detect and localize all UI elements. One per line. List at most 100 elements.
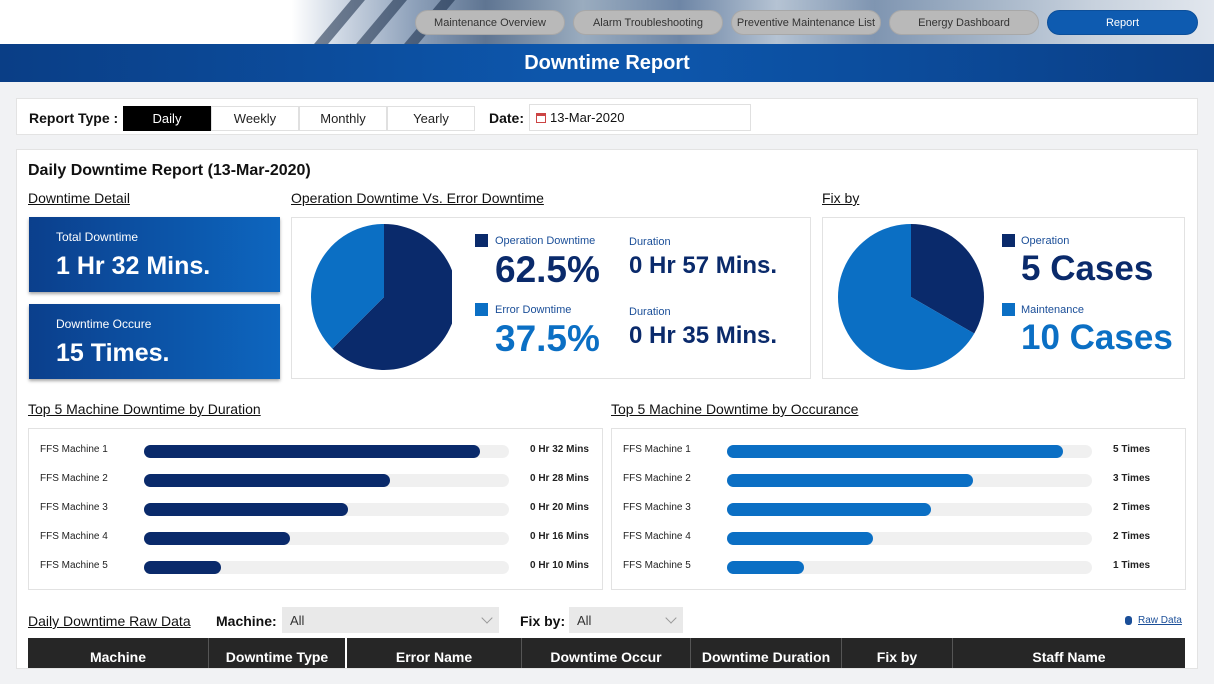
bar-category-label: FFS Machine 4 [40,531,108,542]
downtime-occur-label: Downtime Occure [56,317,152,331]
op-vs-error-pie-chart [311,224,452,370]
bar[interactable] [727,445,1063,458]
fix-by-title: Fix by [822,190,860,206]
machine-filter-label: Machine: [216,613,277,629]
report-type-weekly[interactable]: Weekly [211,106,299,131]
date-value: 13-Mar-2020 [550,110,625,125]
fix-maintenance-label: Maintenance [1021,304,1084,316]
bar-value-label: 3 Times [1113,473,1151,484]
database-icon [1125,616,1132,625]
operation-downtime-swatch [475,234,488,247]
nav-energy-dashboard[interactable]: Energy Dashboard [889,10,1039,35]
pie-slice-error-downtime[interactable] [311,224,384,349]
bar-value-label: 0 Hr 32 Mins [530,444,589,455]
nav-maintenance-overview[interactable]: Maintenance Overview [415,10,565,35]
bar-row: FFS Machine 4 0 Hr 16 Mins [40,531,590,545]
raw-data-table-header: Machine Downtime Type Error Name Downtim… [28,638,1185,668]
bar-value-label: 0 Hr 16 Mins [530,531,589,542]
bar-category-label: FFS Machine 2 [623,473,691,484]
top-nav-bar: Maintenance Overview Alarm Troubleshooti… [0,0,1214,44]
bar-row: FFS Machine 4 2 Times [623,531,1173,545]
bar-category-label: FFS Machine 5 [623,560,691,571]
bar[interactable] [727,503,932,516]
operation-duration-value: 0 Hr 57 Mins. [629,252,778,279]
top-duration-title: Top 5 Machine Downtime by Duration [28,401,261,417]
report-type-yearly[interactable]: Yearly [387,106,475,131]
bar-row: FFS Machine 1 0 Hr 32 Mins [40,444,590,458]
bar-value-label: 0 Hr 20 Mins [530,502,589,513]
total-downtime-label: Total Downtime [56,230,139,244]
bar-row: FFS Machine 5 0 Hr 10 Mins [40,560,590,574]
bar-value-label: 5 Times [1113,444,1151,455]
bar-track [727,445,1092,458]
error-downtime-percent: 37.5% [495,318,600,359]
error-downtime-swatch [475,303,488,316]
total-downtime-card: Total Downtime 1 Hr 32 Mins. [29,217,280,292]
fix-by-card: Operation 5 Cases Maintenance 10 Cases [822,217,1185,379]
machine-filter-select[interactable]: All [282,607,499,633]
top-occurance-title: Top 5 Machine Downtime by Occurance [611,401,859,417]
pie-slice-operation[interactable] [911,224,984,334]
report-heading: Daily Downtime Report (13-Mar-2020) [28,162,311,179]
bar-row: FFS Machine 2 0 Hr 28 Mins [40,473,590,487]
fix-maintenance-swatch [1002,303,1015,316]
bar-value-label: 1 Times [1113,560,1151,571]
column-header-staff-name[interactable]: Staff Name [1032,649,1106,665]
bar[interactable] [144,532,290,545]
calendar-icon [536,112,546,123]
error-duration-value: 0 Hr 35 Mins. [629,322,778,349]
bar-value-label: 2 Times [1113,502,1151,513]
bar[interactable] [727,474,974,487]
bar-track [727,474,1092,487]
top-occurance-chart: FFS Machine 1 5 Times FFS Machine 2 3 Times… [611,428,1186,590]
date-label: Date: [489,110,525,126]
bar-row: FFS Machine 5 1 Times [623,560,1173,574]
column-header-fix-by[interactable]: Fix by [842,638,953,668]
bar[interactable] [727,561,804,574]
column-header-downtime-occur[interactable]: Downtime Occur [522,638,691,668]
bar-category-label: FFS Machine 4 [623,531,691,542]
total-downtime-value: 1 Hr 32 Mins. [56,252,211,280]
bar-track [727,561,1092,574]
report-type-daily[interactable]: Daily [123,106,211,131]
column-header-error-name[interactable]: Error Name [345,638,522,668]
column-header-machine[interactable]: Machine [28,638,209,668]
bar[interactable] [144,474,391,487]
pie-slice-maintenance[interactable] [838,224,975,370]
bar-track [144,474,509,487]
nav-report[interactable]: Report [1047,10,1198,35]
fix-by-filter-select[interactable]: All [569,607,683,633]
fix-by-filter-value: All [577,612,592,628]
chevron-down-icon [665,612,677,624]
operation-duration-label: Duration [629,236,671,248]
error-duration-label: Duration [629,306,671,318]
pie-slice-operation-downtime[interactable] [332,224,452,370]
bar-value-label: 0 Hr 28 Mins [530,473,589,484]
operation-downtime-label: Operation Downtime [495,235,596,247]
column-header-downtime-duration[interactable]: Downtime Duration [691,638,842,668]
column-header-downtime-type[interactable]: Downtime Type [209,638,345,668]
report-filter-bar: Report Type : Daily Weekly Monthly Yearl… [16,98,1198,135]
bar-value-label: 2 Times [1113,531,1151,542]
bar-track [727,503,1092,516]
fix-operation-value: 5 Cases [1021,249,1154,288]
downtime-occur-card: Downtime Occure 15 Times. [29,304,280,379]
bar[interactable] [144,445,480,458]
raw-data-link-label: Raw Data [1138,615,1182,626]
bar-row: FFS Machine 3 0 Hr 20 Mins [40,502,590,516]
fix-operation-label: Operation [1021,235,1070,247]
nav-preventive-maintenance-list[interactable]: Preventive Maintenance List [731,10,881,35]
nav-alarm-troubleshooting[interactable]: Alarm Troubleshooting [573,10,723,35]
report-type-label: Report Type : [29,110,119,126]
bar[interactable] [727,532,873,545]
bar-track [727,532,1092,545]
date-picker[interactable]: 13-Mar-2020 [529,104,751,131]
report-type-monthly[interactable]: Monthly [299,106,387,131]
bar[interactable] [144,561,221,574]
bar[interactable] [144,503,349,516]
raw-data-link[interactable]: Raw Data [1125,615,1182,626]
bar-category-label: FFS Machine 3 [40,502,108,513]
bar-category-label: FFS Machine 1 [623,444,691,455]
fix-operation-swatch [1002,234,1015,247]
bar-row: FFS Machine 2 3 Times [623,473,1173,487]
